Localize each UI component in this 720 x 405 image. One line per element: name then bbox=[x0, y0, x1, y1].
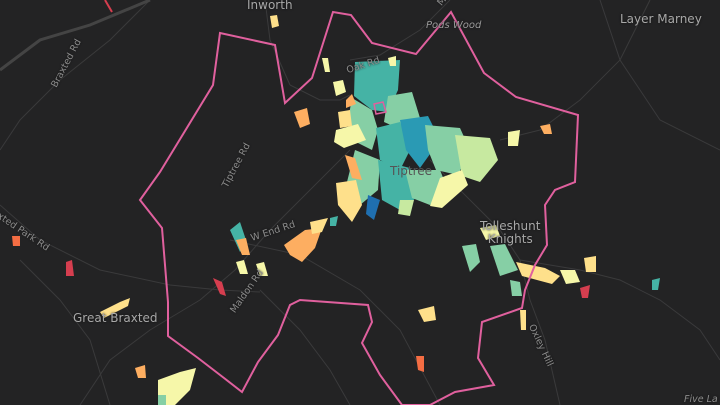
parcel bbox=[455, 135, 498, 182]
parcel bbox=[236, 260, 248, 274]
parcel bbox=[388, 56, 396, 66]
parcel bbox=[560, 270, 580, 284]
road-sw bbox=[19, 259, 111, 405]
road-south bbox=[229, 239, 441, 405]
parcel bbox=[376, 122, 410, 170]
parcel bbox=[270, 15, 279, 28]
road-east bbox=[519, 259, 720, 361]
parcel bbox=[418, 306, 436, 322]
parcels bbox=[12, 15, 660, 405]
parcel bbox=[520, 310, 526, 330]
parcel bbox=[430, 170, 468, 208]
parcel bbox=[480, 225, 500, 240]
label-tolleshunt-knights: Tolleshunt Knights bbox=[480, 219, 541, 246]
parcel bbox=[135, 365, 146, 378]
parcel bbox=[336, 180, 362, 222]
parcel bbox=[213, 278, 226, 296]
parcel bbox=[66, 260, 74, 276]
road-major bbox=[0, 0, 151, 72]
parcel bbox=[330, 216, 338, 226]
red-segment bbox=[104, 0, 113, 13]
parcel bbox=[462, 244, 480, 272]
parcel bbox=[236, 238, 250, 255]
road-ne bbox=[499, 0, 651, 141]
parcel bbox=[508, 130, 520, 146]
parcel bbox=[284, 228, 322, 262]
road-braxted-park bbox=[0, 204, 261, 293]
small-boundary bbox=[373, 101, 387, 115]
road-inworth bbox=[289, 84, 351, 101]
parcel bbox=[294, 108, 310, 128]
parcel bbox=[366, 195, 380, 220]
label-great-braxted: Great Braxted bbox=[73, 311, 158, 325]
road-braxted bbox=[0, 0, 151, 151]
parcel bbox=[158, 368, 196, 405]
label-layer-marney: Layer Marney bbox=[620, 12, 702, 26]
boundary-outline bbox=[138, 10, 580, 405]
parcel bbox=[510, 280, 522, 296]
label-inworth: Inworth bbox=[247, 0, 293, 12]
road-layer bbox=[599, 0, 720, 151]
road-tiptree-maldon bbox=[199, 149, 351, 301]
parcel bbox=[540, 124, 552, 134]
label-five-la: Five La bbox=[684, 394, 718, 405]
road-south2 bbox=[259, 289, 351, 405]
parcel bbox=[516, 262, 560, 284]
parcel bbox=[398, 200, 414, 216]
parcel bbox=[100, 298, 130, 318]
label-tiptree: Tiptree bbox=[390, 164, 433, 178]
parcel bbox=[584, 256, 596, 272]
parcel bbox=[345, 155, 362, 180]
road-inworth-n bbox=[264, 0, 291, 86]
parcel bbox=[322, 58, 330, 72]
parcel bbox=[310, 218, 328, 234]
label-pods-wood: Pods Wood bbox=[426, 20, 482, 31]
parcel bbox=[338, 110, 352, 128]
parcel bbox=[333, 80, 346, 96]
parcel bbox=[416, 356, 424, 372]
road-maldon-sw bbox=[79, 299, 201, 405]
parcel bbox=[652, 278, 660, 290]
parcel bbox=[12, 236, 20, 246]
parcel bbox=[490, 244, 518, 276]
parcel bbox=[256, 262, 268, 276]
parcel bbox=[580, 285, 590, 298]
parcel bbox=[334, 124, 366, 148]
parcel bbox=[158, 395, 166, 405]
parcel bbox=[346, 94, 356, 108]
road-oak bbox=[349, 0, 451, 61]
